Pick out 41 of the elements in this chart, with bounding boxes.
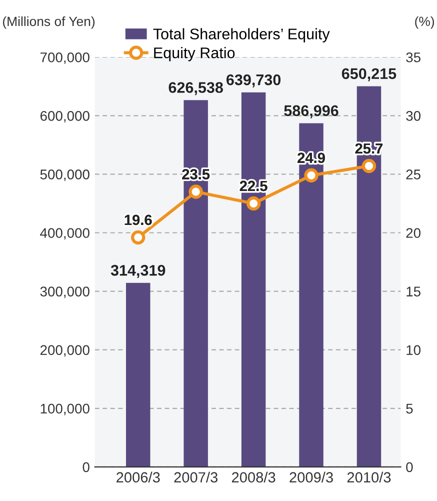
y-tick-label: 600,000 <box>40 110 90 122</box>
x-tick-label: 2006/3 <box>116 472 160 483</box>
y2-tick-label: 10 <box>406 345 420 356</box>
legend-label: Equity Ratio <box>154 47 235 62</box>
data-label: 626,538 <box>168 82 223 96</box>
data-label: 639,730 <box>226 74 281 88</box>
data-label: 314,319 <box>110 264 166 278</box>
point <box>246 196 261 211</box>
data-label: 650,215 <box>342 68 396 82</box>
bar <box>184 100 208 467</box>
bar <box>356 86 382 467</box>
point <box>304 168 318 182</box>
data-label: 19.6 <box>124 214 152 226</box>
y-tick-label: 300,000 <box>40 286 90 298</box>
point <box>131 230 146 245</box>
bar <box>241 92 266 467</box>
point <box>188 184 203 199</box>
y2-tick-label: 5 <box>406 404 413 414</box>
y2-tick-label: 35 <box>406 52 420 62</box>
y-tick-label: 400,000 <box>40 228 90 240</box>
data-label: 586,996 <box>284 105 338 118</box>
bar <box>126 282 150 467</box>
y2-tick-label: 0 <box>406 462 413 472</box>
y2-tick-label: 25 <box>406 170 420 180</box>
y-tick-label: 0 <box>82 462 90 472</box>
y-axis-title: (Millions of Yen) <box>3 16 95 29</box>
y-tick-label: 200,000 <box>40 345 90 357</box>
y-tick-label: 500,000 <box>40 170 90 182</box>
y2-tick-label: 15 <box>406 286 420 296</box>
y-tick-label: 700,000 <box>40 52 90 64</box>
x-tick-label: 2007/3 <box>174 472 218 483</box>
bar <box>299 123 324 467</box>
legend-label: Total Shareholders’ Equity <box>153 28 330 42</box>
x-tick-label: 2010/3 <box>347 472 391 483</box>
y-tick-label: 100,000 <box>40 404 90 416</box>
y2-axis-title: (%) <box>415 16 434 29</box>
point <box>362 158 376 174</box>
x-tick-label: 2009/3 <box>290 472 333 483</box>
x-tick-label: 2008/3 <box>232 472 276 483</box>
y2-tick-label: 30 <box>406 110 420 121</box>
y2-tick-label: 20 <box>406 228 420 238</box>
